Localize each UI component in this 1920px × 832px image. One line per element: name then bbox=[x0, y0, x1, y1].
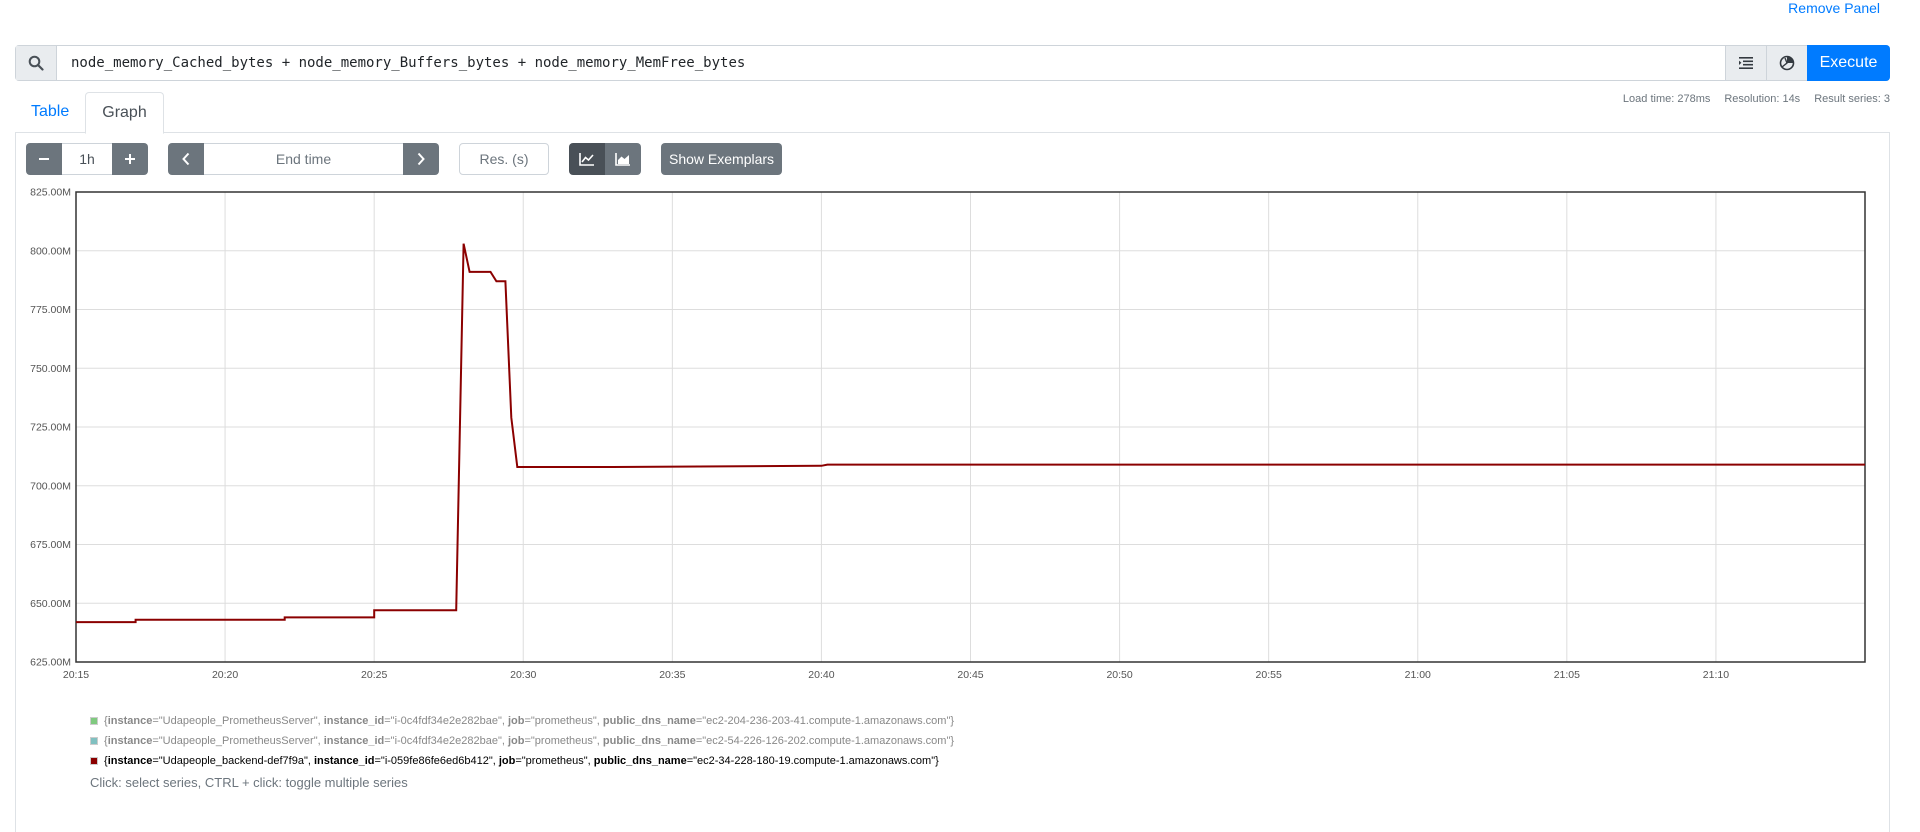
y-tick-label: 675.00M bbox=[30, 539, 71, 551]
execute-button[interactable]: Execute bbox=[1807, 45, 1890, 81]
show-exemplars-button[interactable]: Show Exemplars bbox=[661, 143, 783, 175]
next-time-button[interactable] bbox=[403, 143, 439, 175]
legend-item[interactable]: {instance="Udapeople_PrometheusServer", … bbox=[90, 731, 954, 751]
x-tick-label: 21:10 bbox=[1703, 669, 1729, 680]
result-series: Result series: 3 bbox=[1814, 93, 1890, 105]
increase-range-button[interactable] bbox=[112, 143, 148, 175]
x-tick-label: 20:15 bbox=[63, 669, 89, 680]
x-tick-label: 20:40 bbox=[808, 669, 834, 680]
y-tick-label: 800.00M bbox=[30, 245, 71, 257]
y-tick-label: 700.00M bbox=[30, 480, 71, 492]
decrease-range-button[interactable] bbox=[26, 143, 62, 175]
metrics-explorer-icon[interactable] bbox=[1766, 46, 1807, 80]
remove-panel-link[interactable]: Remove Panel bbox=[1788, 0, 1880, 16]
y-tick-label: 825.00M bbox=[30, 187, 71, 199]
minus-icon bbox=[39, 158, 49, 160]
y-tick-label: 625.00M bbox=[30, 657, 71, 669]
tab-table[interactable]: Table bbox=[31, 103, 70, 120]
x-tick-label: 20:30 bbox=[510, 669, 536, 680]
y-tick-label: 750.00M bbox=[30, 363, 71, 375]
x-tick-label: 21:05 bbox=[1554, 669, 1580, 680]
graph-legend: {instance="Udapeople_PrometheusServer", … bbox=[90, 711, 954, 771]
expression-input[interactable]: node_memory_Cached_bytes + node_memory_B… bbox=[71, 55, 746, 71]
x-tick-label: 20:45 bbox=[957, 669, 983, 680]
series-labels: {instance="Udapeople_PrometheusServer", … bbox=[104, 735, 955, 747]
line-chart-button[interactable] bbox=[569, 143, 605, 175]
query-stats: Load time: 278ms Resolution: 14s Result … bbox=[1623, 93, 1890, 105]
load-time: Load time: 278ms bbox=[1622, 93, 1711, 105]
tab-graph[interactable]: Graph bbox=[85, 92, 164, 134]
plus-icon bbox=[125, 154, 135, 164]
legend-item[interactable]: {instance="Udapeople_PrometheusServer", … bbox=[90, 711, 954, 731]
x-tick-label: 21:00 bbox=[1405, 669, 1431, 680]
expression-bar: node_memory_Cached_bytes + node_memory_B… bbox=[15, 45, 1890, 81]
plot-frame bbox=[75, 191, 1866, 663]
legend-hint: Click: select series, CTRL + click: togg… bbox=[90, 775, 408, 790]
resolution-input[interactable]: Res. (s) bbox=[459, 143, 549, 175]
series-line bbox=[76, 243, 1865, 624]
x-tick-label: 20:55 bbox=[1256, 669, 1282, 680]
time-series-graph[interactable]: 625.00M 650.00M 675.00M 700.00M 725.00M 750.0… bbox=[0, 180, 1920, 680]
resolution: Resolution: 14s bbox=[1724, 93, 1801, 105]
chart-mode-toggle bbox=[569, 143, 641, 175]
end-time-group: End time bbox=[168, 143, 439, 175]
y-tick-label: 775.00M bbox=[30, 304, 71, 316]
format-expression-icon[interactable] bbox=[1725, 46, 1766, 80]
x-tick-label: 20:25 bbox=[361, 669, 387, 680]
panel-tabs: Table Graph bbox=[15, 92, 164, 134]
line-chart-icon bbox=[579, 153, 594, 166]
y-tick-label: 725.00M bbox=[30, 422, 71, 434]
range-input-group: 1h bbox=[26, 143, 148, 175]
chevron-left-icon bbox=[182, 152, 190, 166]
y-tick-label: 650.00M bbox=[30, 598, 71, 610]
series-color-swatch bbox=[90, 737, 98, 745]
previous-time-button[interactable] bbox=[168, 143, 204, 175]
area-chart-icon bbox=[615, 153, 630, 166]
x-tick-label: 20:35 bbox=[659, 669, 685, 680]
series-color-swatch bbox=[90, 717, 98, 725]
series-color-swatch bbox=[90, 757, 98, 765]
x-tick-label: 20:20 bbox=[212, 669, 238, 680]
stacked-chart-button[interactable] bbox=[605, 143, 641, 175]
search-icon bbox=[16, 46, 57, 80]
range-input[interactable]: 1h bbox=[62, 143, 112, 175]
graph-panel bbox=[15, 132, 1890, 832]
x-tick-label: 20:50 bbox=[1106, 669, 1132, 680]
graph-controls: 1h End time Res. (s) Show Exemplars bbox=[26, 143, 783, 175]
legend-item[interactable]: {instance="Udapeople_backend-def7f9a", i… bbox=[90, 751, 954, 771]
chevron-right-icon bbox=[417, 152, 425, 166]
series-labels: {instance="Udapeople_backend-def7f9a", i… bbox=[104, 755, 939, 767]
series-labels: {instance="Udapeople_PrometheusServer", … bbox=[104, 715, 955, 727]
end-time-input[interactable]: End time bbox=[204, 143, 403, 175]
